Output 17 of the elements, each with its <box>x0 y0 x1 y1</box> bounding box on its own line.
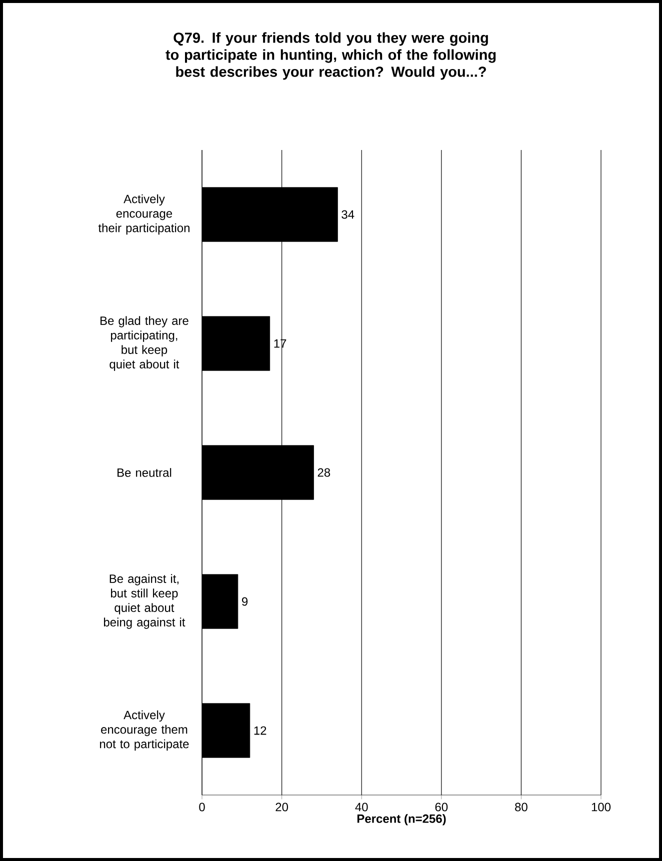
y-tick-label: Be glad they are participating, but keep quiet about it <box>100 316 188 371</box>
x-tick-label: 20 <box>276 802 288 812</box>
data-label: 28 <box>318 468 330 477</box>
x-tick-label: 100 <box>592 802 611 812</box>
x-tick-label: 80 <box>515 802 528 812</box>
y-tick-label: Be neutral <box>118 468 172 477</box>
x-tick-label: 60 <box>435 802 448 812</box>
x-tick-label: 40 <box>355 802 368 812</box>
data-label: 34 <box>342 210 354 219</box>
y-tick-label: Be against it, but still keep quiet about being against it <box>104 574 186 629</box>
data-label: 9 <box>242 597 248 606</box>
y-tick-label: Actively encourage them not to participate <box>100 710 189 751</box>
y-tick-label: Actively encourage their participation <box>98 194 190 235</box>
chart-title: Q79. If your friends told you they were going to participate in hunting, which of the following best describes your reaction? Would you...? <box>166 32 496 80</box>
x-axis-title: Percent (n=256) <box>357 814 446 826</box>
data-label: 12 <box>254 726 266 735</box>
x-tick-label: 0 <box>199 802 205 812</box>
